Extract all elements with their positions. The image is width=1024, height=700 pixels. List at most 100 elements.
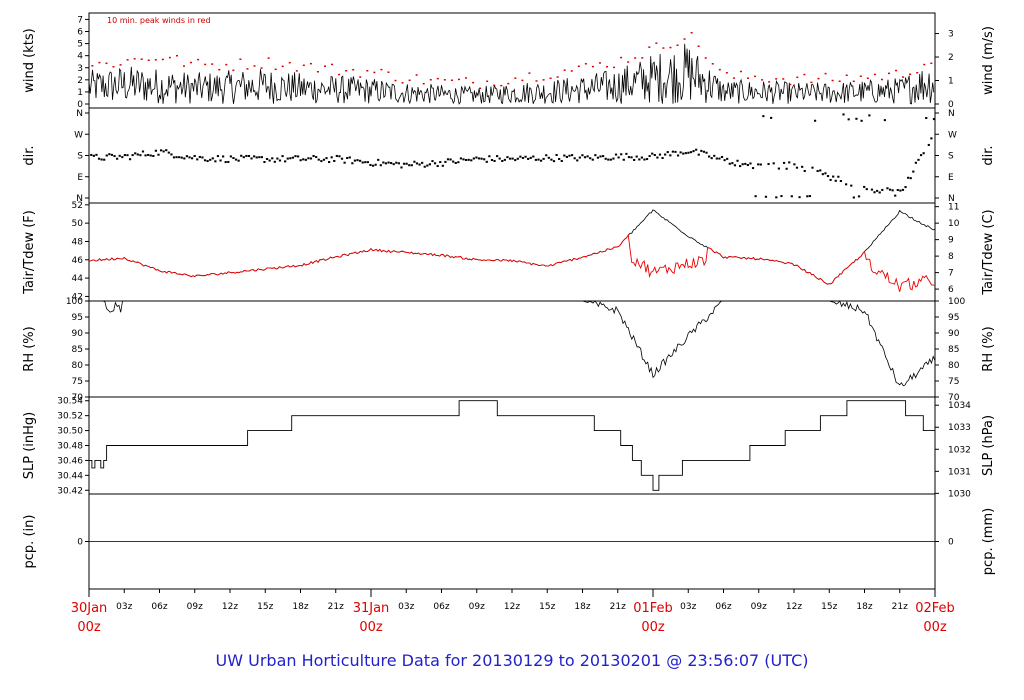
panel-wind: wind (kts) wind (m/s) 0 1 2 3 4 5 6 7 0 1 2 3 [22, 12, 996, 110]
data-point [930, 62, 933, 65]
x-day-label: 30Jan [71, 601, 108, 616]
data-point [467, 158, 470, 161]
data-point [578, 156, 581, 159]
data-point [296, 155, 300, 158]
data-point [110, 153, 114, 156]
data-point [267, 57, 270, 59]
data-point [676, 154, 680, 157]
y-tick-label: 44 [72, 274, 84, 284]
data-point [576, 159, 579, 162]
data-point [519, 155, 522, 158]
data-point [927, 143, 930, 146]
data-point [340, 157, 344, 160]
data-point [472, 157, 475, 160]
data-point [121, 156, 124, 159]
data-point [767, 163, 770, 166]
data-point [852, 80, 855, 83]
data-point [598, 62, 601, 64]
data-point [535, 80, 538, 82]
data-point [359, 76, 362, 78]
data-point [501, 160, 504, 163]
x-day-label: 31Jan [353, 601, 390, 616]
y-tick-label-right: 11 [948, 203, 959, 213]
x-tick-label: 03z [398, 602, 414, 612]
data-point [653, 154, 656, 157]
data-point [260, 156, 263, 159]
data-point [157, 153, 160, 156]
data-point [274, 68, 277, 71]
data-point [591, 65, 594, 68]
data-point [793, 163, 796, 166]
panel-precip: pcp. (in) pcp. (mm) 0 0 [22, 493, 996, 590]
data-point [245, 154, 248, 157]
data-point [165, 149, 168, 152]
data-point [255, 156, 258, 159]
data-point [423, 165, 426, 168]
data-point [426, 164, 429, 167]
data-point [777, 167, 780, 170]
data-point [459, 157, 463, 160]
data-point [392, 163, 395, 166]
data-point [704, 57, 707, 59]
data-point [506, 156, 509, 159]
data-point [635, 155, 638, 158]
data-point [586, 155, 589, 158]
y-tick-label: N [76, 109, 83, 119]
x-tick-label: 15z [539, 602, 555, 612]
data-point [542, 157, 545, 160]
data-point [625, 152, 628, 155]
data-point [353, 159, 357, 162]
data-point [607, 158, 610, 161]
data-point [304, 158, 307, 161]
data-point [863, 185, 866, 188]
data-point [726, 157, 729, 160]
data-point [560, 159, 563, 162]
x-tick-label: 09z [469, 602, 485, 612]
data-point [216, 155, 220, 158]
y-tick-label: 30.54 [57, 397, 83, 407]
data-point [772, 162, 775, 165]
data-point [643, 158, 646, 161]
data-point [91, 65, 94, 67]
x-tick-label: 09z [187, 602, 203, 612]
series-line [89, 300, 936, 387]
data-point [446, 158, 450, 161]
data-point [237, 159, 240, 162]
data-point [718, 157, 721, 160]
data-point [857, 195, 861, 198]
data-point [387, 161, 390, 164]
data-point [397, 162, 400, 165]
data-point [922, 152, 925, 155]
data-point [550, 158, 553, 161]
y-tick-label: 30.50 [57, 427, 83, 437]
data-point [232, 157, 235, 160]
data-point [152, 154, 155, 157]
y-tick-label: 30.42 [57, 486, 83, 496]
data-point [599, 155, 602, 158]
data-point [775, 78, 778, 80]
data-point [452, 160, 455, 163]
data-point [302, 158, 305, 161]
data-point [860, 119, 863, 122]
y-axis-label: wind (kts) [22, 28, 37, 92]
data-point [134, 152, 137, 155]
data-point [436, 165, 439, 168]
data-point [346, 157, 349, 160]
data-point [749, 162, 752, 165]
data-point [384, 162, 388, 165]
y-tick-label-right: 2 [948, 53, 954, 63]
data-point [265, 158, 269, 161]
data-point [183, 65, 185, 67]
data-point [534, 158, 537, 161]
data-point [648, 46, 651, 48]
data-point [666, 151, 669, 154]
data-point [144, 154, 147, 157]
data-point [289, 157, 292, 160]
x-tick-label: 21z [610, 602, 626, 612]
panel-dir: dir. dir. N E S W N N E S W N [22, 107, 996, 204]
y-tick-label-right: 70 [948, 393, 960, 403]
data-point [395, 161, 398, 164]
data-point [268, 159, 271, 162]
data-point [568, 154, 571, 157]
